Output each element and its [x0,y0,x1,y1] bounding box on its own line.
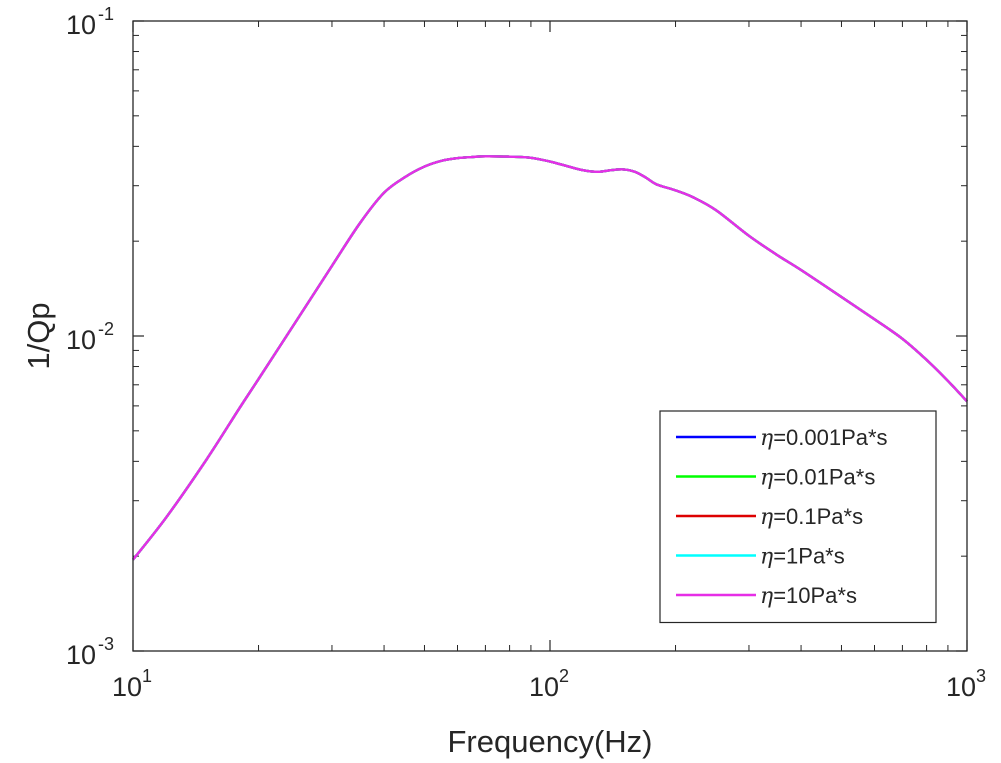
x-tick-base: 10 [529,672,559,702]
legend: η=0.001Pa*s η=0.01Pa*s η=0.1Pa*s η=1Pa*s η=1… [659,410,937,624]
y-tick-base: 10 [66,10,96,40]
legend-label: η=0.01Pa*s [760,465,875,491]
y-tick-exponent: -1 [98,4,114,24]
legend-label: η=0.1Pa*s [760,504,863,530]
x-tick-label: 10 1 [112,666,152,702]
legend-item: η=1Pa*s [676,544,845,570]
legend-label: η=0.001Pa*s [760,425,888,451]
y-axis-label: 1/Qp [21,302,56,369]
x-tick-exponent: 3 [976,666,986,686]
series-line-5 [132,155,968,561]
x-tick-exponent: 1 [142,666,152,686]
legend-item: η=0.1Pa*s [676,504,863,530]
y-tick-exponent: -2 [98,319,114,339]
plot-frame [132,20,968,652]
y-tick-base: 10 [66,640,96,670]
y-tick-base: 10 [66,325,96,355]
y-tick-exponent: -3 [98,634,114,654]
y-tick-label: 10 -1 [66,4,114,40]
x-tick-base: 10 [946,672,976,702]
minor-ticks [133,21,967,651]
y-tick-label: 10 -2 [66,319,114,355]
x-tick-label: 10 2 [529,666,569,702]
series-lines [132,155,968,561]
tick-labels: 10 1 10 2 10 310 -310 -210 -1 [66,4,986,702]
y-tick-label: 10 -3 [66,634,114,670]
legend-label: η=10Pa*s [760,583,857,609]
legend-item: η=0.01Pa*s [676,465,875,491]
legend-item: η=10Pa*s [676,583,857,609]
legend-item: η=0.001Pa*s [676,425,888,451]
x-axis-label: Frequency(Hz) [448,724,653,759]
x-tick-exponent: 2 [559,666,569,686]
x-tick-base: 10 [112,672,142,702]
legend-label: η=1Pa*s [760,544,845,570]
x-tick-label: 10 3 [946,666,986,702]
